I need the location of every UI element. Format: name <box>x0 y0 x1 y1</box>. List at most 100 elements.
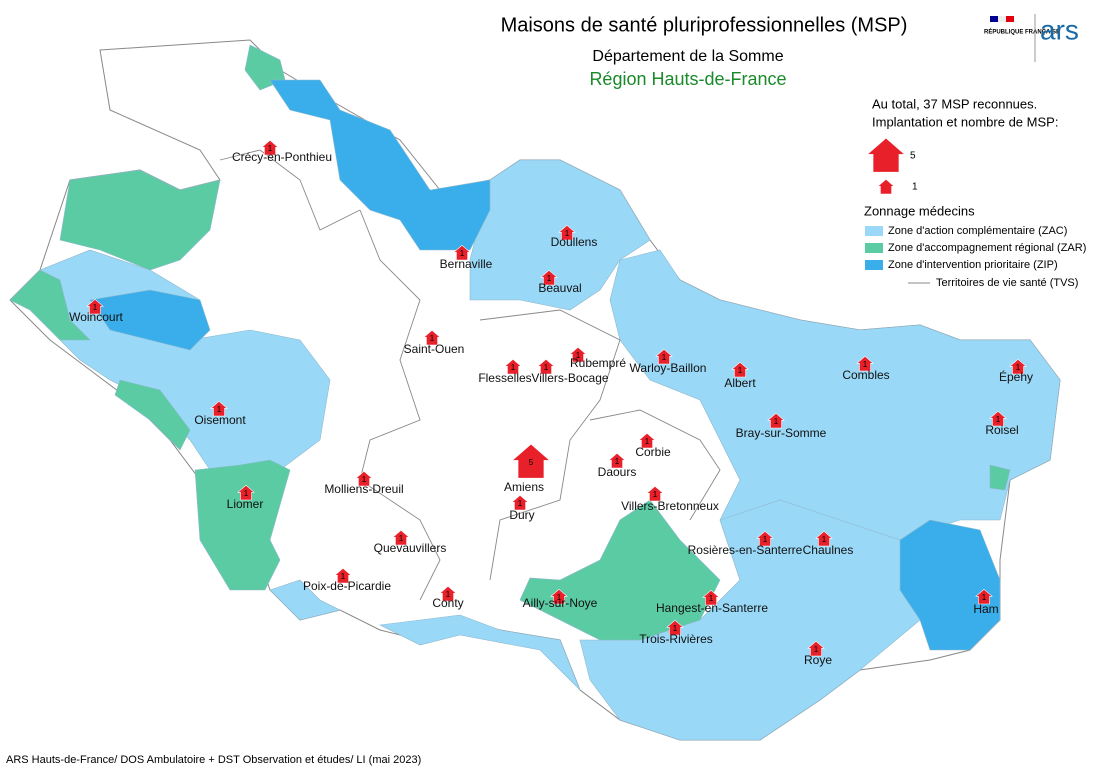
place-label: Beauval <box>538 281 581 295</box>
tvs-boundaries <box>219 149 721 601</box>
zac-zones <box>39 159 1061 741</box>
place-label: Villers-Bretonneux <box>621 499 719 513</box>
msp-icon <box>989 410 1007 427</box>
place-label: Crécy-en-Ponthieu <box>232 150 332 164</box>
msp-icon <box>569 346 587 363</box>
place-label: Woincourt <box>69 310 123 324</box>
msp-icon <box>511 443 551 479</box>
flag <box>998 16 1006 22</box>
msp-count: 1 <box>763 535 768 544</box>
map-subtitle: Département de la Somme <box>592 48 783 65</box>
place-label: Corbie <box>635 445 671 459</box>
msp-count: 1 <box>653 490 658 499</box>
place-label: Ham <box>973 602 998 616</box>
legend-size-label: 1 <box>912 182 918 193</box>
msp-count: 1 <box>544 363 549 372</box>
place-label: Hangest-en-Santerre <box>656 601 768 615</box>
msp-icon <box>537 358 555 375</box>
msp-count: 5 <box>529 458 534 467</box>
place-label: Chaulnes <box>803 543 854 557</box>
place-label: Saint-Ouen <box>404 342 465 356</box>
msp-icon <box>638 432 656 449</box>
msp-count: 1 <box>645 437 650 446</box>
msp-icon <box>856 355 874 372</box>
place-label: Molliens-Dreuil <box>324 482 403 496</box>
msp-count: 1 <box>814 645 819 654</box>
msp-icon <box>550 588 568 605</box>
flag <box>990 16 998 22</box>
place-label: Warloy-Baillon <box>630 361 707 375</box>
msp-icon <box>608 452 626 469</box>
msp-count: 1 <box>518 499 523 508</box>
msp-icon <box>511 494 529 511</box>
msp-count: 1 <box>244 489 249 498</box>
ars-logo: ars <box>1040 14 1079 45</box>
zar-zones <box>9 44 1011 641</box>
msp-count: 1 <box>615 457 620 466</box>
legend-swatch <box>865 243 883 253</box>
msp-count: 1 <box>399 534 404 543</box>
msp-icon <box>767 412 785 429</box>
place-label: Poix-de-Picardie <box>303 579 391 593</box>
msp-count: 1 <box>565 229 570 238</box>
msp-icon <box>646 485 664 502</box>
msp-count: 1 <box>576 351 581 360</box>
legend-total: Au total, 37 MSP reconnues. <box>872 96 1037 111</box>
msp-icon <box>731 361 749 378</box>
msp-count: 1 <box>709 594 714 603</box>
msp-count: 1 <box>1016 363 1021 372</box>
legend-implantation: Implantation et nombre de MSP: <box>872 114 1058 129</box>
place-label: Conty <box>432 596 463 610</box>
republique-logo: RÉPUBLIQUE FRANÇAISE <box>984 28 1060 36</box>
place-label: Oisemont <box>194 413 246 427</box>
legend-zonage-title: Zonnage médecins <box>864 203 975 218</box>
place-label: Ailly-sur-Noye <box>523 596 598 610</box>
place-label: Villers-Bocage <box>531 371 608 385</box>
flag <box>1006 16 1014 22</box>
msp-count: 1 <box>863 360 868 369</box>
msp-icon <box>86 298 104 315</box>
place-label: Trois-Rivières <box>639 632 713 646</box>
msp-icon <box>392 529 410 546</box>
msp-icon <box>439 585 457 602</box>
msp-count: 1 <box>774 417 779 426</box>
msp-count: 1 <box>268 144 273 153</box>
legend-swatch <box>865 226 883 236</box>
legend-zone: Zone d'accompagnement régional (ZAR) <box>888 242 1086 254</box>
msp-icon <box>423 329 441 346</box>
zip-zones <box>89 79 1001 651</box>
msp-count: 1 <box>93 303 98 312</box>
legend-tvs: Territoires de vie santé (TVS) <box>936 277 1078 289</box>
place-label: Quevauvillers <box>374 541 447 555</box>
place-label: Dury <box>509 508 534 522</box>
legend-size-label: 5 <box>910 151 916 162</box>
msp-icon <box>807 640 825 657</box>
msp-count: 1 <box>362 475 367 484</box>
msp-icon <box>702 589 720 606</box>
msp-count: 1 <box>341 572 346 581</box>
msp-icon <box>355 470 373 487</box>
msp-icon <box>666 619 684 636</box>
place-label: Rosières-en-Santerre <box>688 543 803 557</box>
msp-icon <box>261 139 279 156</box>
msp-count: 1 <box>996 415 1001 424</box>
place-label: Daours <box>598 465 637 479</box>
msp-count: 1 <box>446 590 451 599</box>
place-label: Amiens <box>504 480 544 494</box>
legend-zone: Zone d'action complémentaire (ZAC) <box>888 225 1067 237</box>
msp-count: 1 <box>738 366 743 375</box>
place-label: Roisel <box>985 423 1018 437</box>
msp-icon <box>237 484 255 501</box>
msp-count: 1 <box>511 363 516 372</box>
msp-icon <box>558 224 576 241</box>
msp-icon <box>756 530 774 547</box>
msp-icon <box>1009 358 1027 375</box>
msp-count: 1 <box>982 593 987 602</box>
msp-count: 1 <box>217 405 222 414</box>
place-label: Combles <box>842 368 889 382</box>
msp-icon <box>866 137 906 173</box>
map-title: Maisons de santé pluriprofessionnelles (… <box>501 14 908 36</box>
place-label: Rubempré <box>570 356 626 370</box>
place-label: Bray-sur-Somme <box>736 426 827 440</box>
